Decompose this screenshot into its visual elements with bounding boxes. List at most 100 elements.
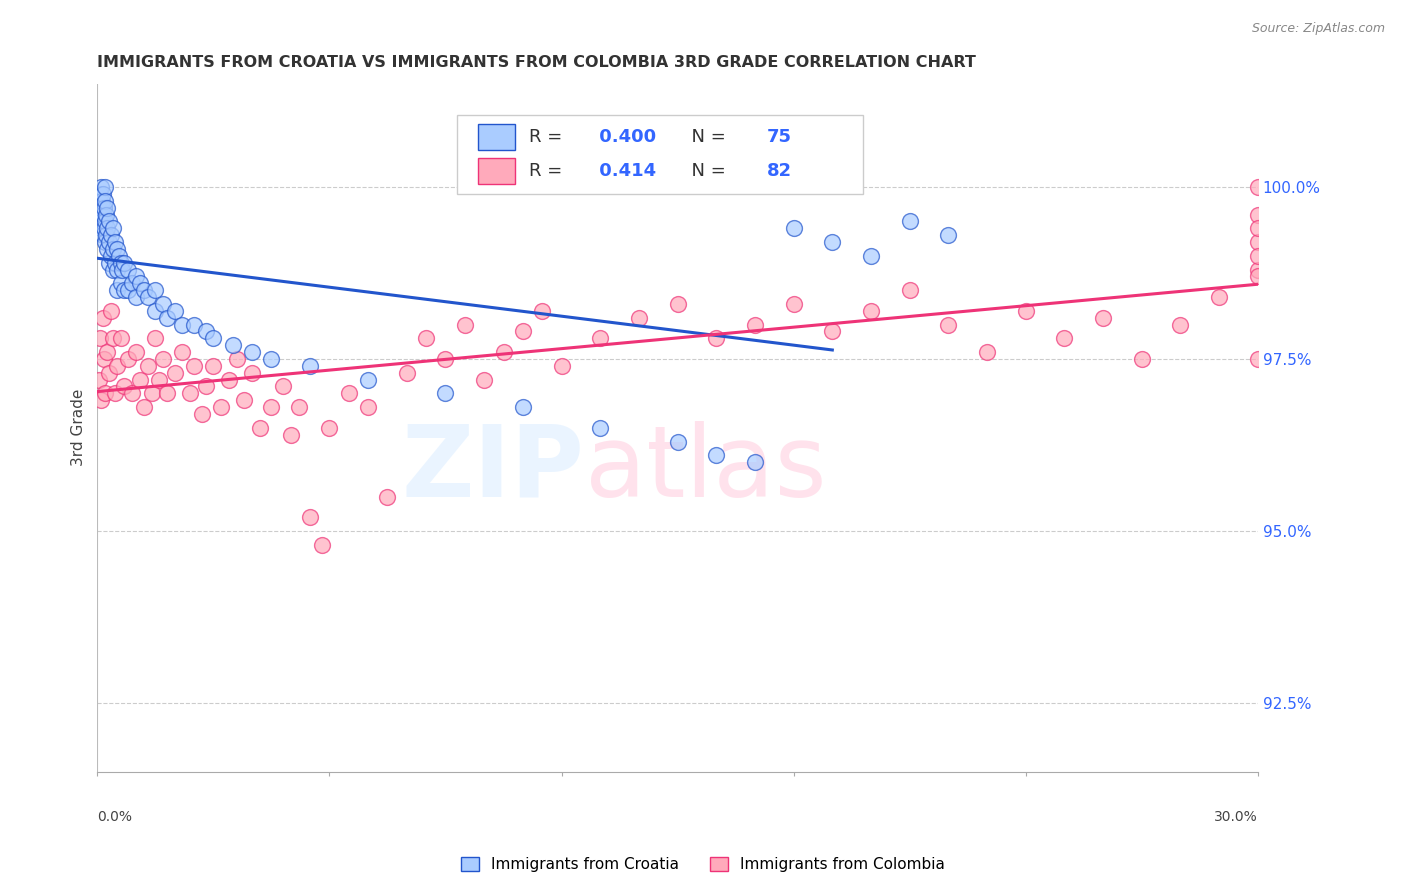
- Point: [782, 221, 804, 235]
- Point: [112, 255, 135, 269]
- Text: ZIP: ZIP: [402, 420, 585, 517]
- Point: [110, 331, 132, 345]
- Point: [218, 373, 240, 387]
- Point: [96, 345, 118, 359]
- Point: [96, 242, 118, 256]
- Point: [976, 345, 998, 359]
- Point: [112, 283, 135, 297]
- Point: [550, 359, 572, 373]
- Point: [101, 331, 124, 345]
- Text: 0.400: 0.400: [593, 128, 657, 145]
- Point: [1247, 249, 1270, 263]
- Point: [1247, 269, 1270, 284]
- Point: [89, 207, 111, 221]
- Point: [172, 318, 194, 332]
- Point: [472, 373, 495, 387]
- Point: [117, 262, 139, 277]
- Point: [125, 269, 148, 284]
- Point: [589, 331, 612, 345]
- Point: [148, 373, 170, 387]
- Point: [454, 318, 477, 332]
- Point: [377, 490, 399, 504]
- Point: [91, 310, 114, 325]
- Point: [117, 351, 139, 366]
- Point: [415, 331, 437, 345]
- Point: [93, 201, 115, 215]
- Point: [179, 386, 201, 401]
- Point: [1170, 318, 1192, 332]
- Point: [89, 331, 111, 345]
- Point: [512, 325, 534, 339]
- Point: [163, 303, 186, 318]
- Point: [90, 201, 112, 215]
- Point: [202, 359, 225, 373]
- Point: [859, 303, 882, 318]
- Point: [145, 331, 167, 345]
- Point: [156, 386, 179, 401]
- Point: [233, 393, 256, 408]
- Point: [105, 242, 128, 256]
- Point: [1130, 351, 1153, 366]
- Point: [96, 201, 118, 215]
- Text: R =: R =: [529, 162, 568, 180]
- Point: [156, 310, 179, 325]
- Point: [938, 228, 960, 243]
- Point: [100, 249, 122, 263]
- Point: [94, 180, 117, 194]
- Point: [704, 331, 727, 345]
- Point: [89, 214, 111, 228]
- Point: [1247, 180, 1270, 194]
- Point: [271, 379, 294, 393]
- Point: [105, 283, 128, 297]
- Point: [125, 290, 148, 304]
- Point: [202, 331, 225, 345]
- Point: [141, 386, 163, 401]
- Text: N =: N =: [681, 128, 731, 145]
- Point: [94, 207, 117, 221]
- Text: 30.0%: 30.0%: [1215, 810, 1258, 823]
- Point: [744, 455, 766, 469]
- Point: [152, 297, 174, 311]
- Point: [101, 242, 124, 256]
- Point: [744, 318, 766, 332]
- Point: [357, 373, 380, 387]
- Point: [105, 262, 128, 277]
- Point: [90, 221, 112, 235]
- Point: [512, 400, 534, 414]
- Point: [132, 283, 155, 297]
- Point: [89, 194, 111, 208]
- Point: [249, 421, 271, 435]
- Point: [112, 379, 135, 393]
- Point: [357, 400, 380, 414]
- Point: [125, 345, 148, 359]
- Point: [101, 221, 124, 235]
- Point: [260, 400, 283, 414]
- Point: [97, 235, 120, 249]
- Point: [318, 421, 340, 435]
- Point: [240, 345, 263, 359]
- Point: [172, 345, 194, 359]
- Point: [492, 345, 515, 359]
- Point: [104, 386, 127, 401]
- Point: [100, 228, 122, 243]
- Point: [89, 373, 111, 387]
- Point: [97, 214, 120, 228]
- Point: [93, 221, 115, 235]
- Point: [821, 235, 844, 249]
- Point: [94, 214, 117, 228]
- Point: [91, 194, 114, 208]
- Point: [97, 366, 120, 380]
- Point: [163, 366, 186, 380]
- Point: [94, 228, 117, 243]
- Point: [704, 448, 727, 462]
- Point: [222, 338, 245, 352]
- Text: atlas: atlas: [585, 420, 827, 517]
- Point: [898, 214, 921, 228]
- Point: [121, 386, 143, 401]
- Point: [299, 359, 322, 373]
- Point: [117, 283, 139, 297]
- Point: [91, 214, 114, 228]
- Text: 0.0%: 0.0%: [97, 810, 132, 823]
- Point: [91, 228, 114, 243]
- Point: [90, 393, 112, 408]
